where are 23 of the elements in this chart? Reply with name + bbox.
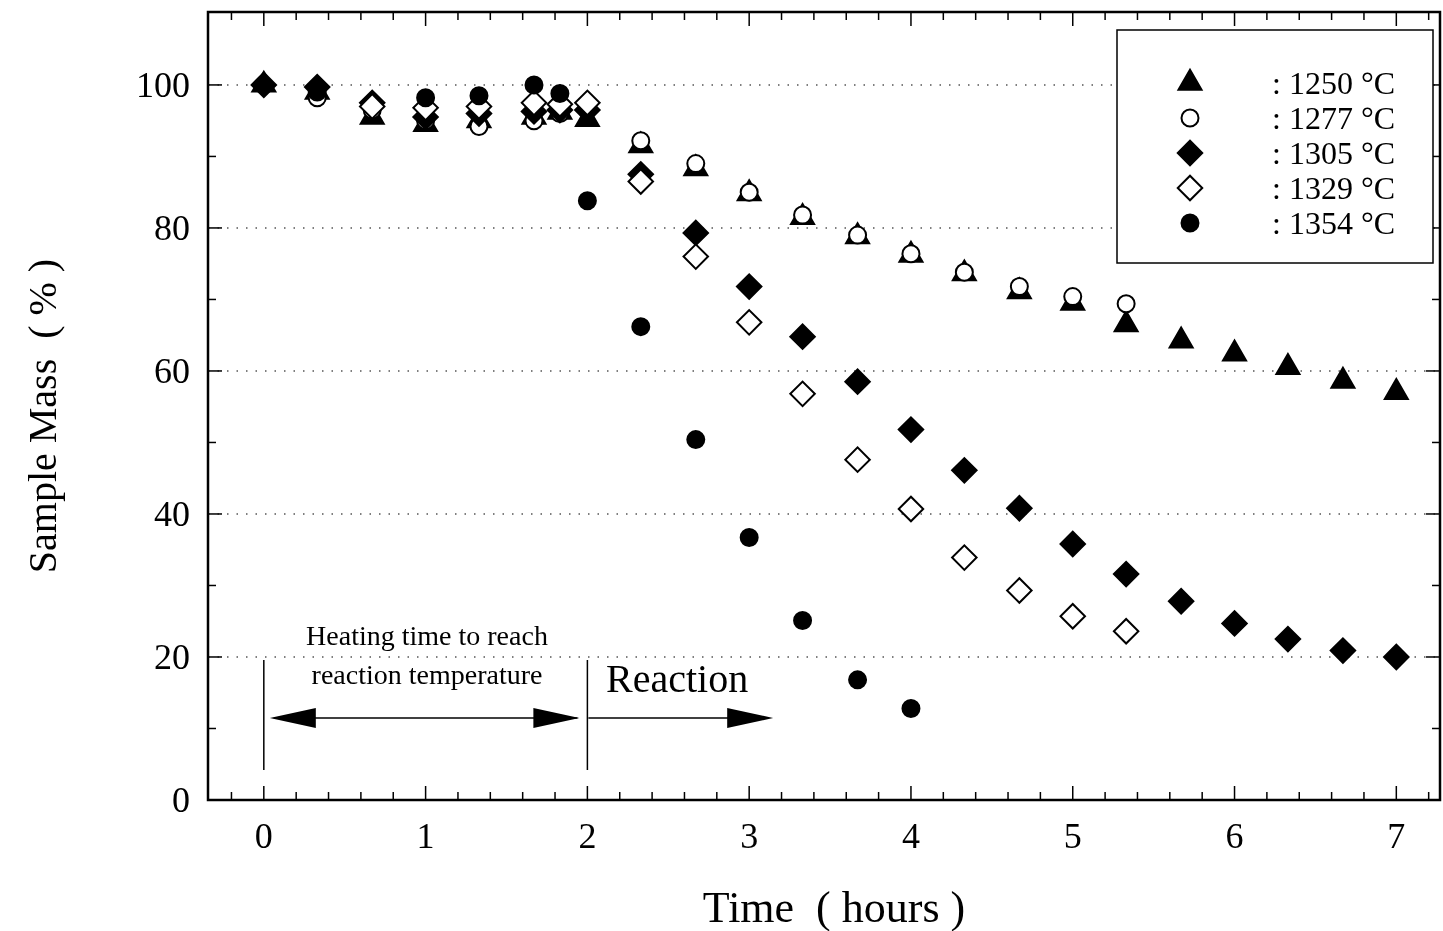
legend-label: : 1250 °C [1272,65,1396,101]
y-tick-label: 80 [154,207,190,248]
y-tick-label: 100 [136,64,190,105]
y-tick-label: 0 [172,780,190,820]
legend-label: : 1277 °C [1272,100,1396,136]
y-axis-title: Sample Mass ( % ) [20,258,65,574]
annotation: Reaction [606,656,749,701]
x-axis-title: Time ( hours ) [702,883,966,931]
x-tick-label: 2 [578,816,597,856]
x-tick-label: 5 [1063,816,1082,856]
x-tick-label: 3 [740,816,759,856]
x-tick-label: 6 [1225,816,1244,856]
x-tick-label: 1 [416,816,435,856]
legend-label: : 1354 °C [1272,205,1396,241]
y-tick-label: 60 [154,350,190,391]
annotation: Heating time to reach reaction temperature [306,620,548,690]
x-tick-label: 7 [1387,816,1406,856]
legend-label: : 1305 °C [1272,135,1396,171]
x-tick-label: 4 [901,816,920,856]
y-tick-label: 20 [154,636,190,677]
x-tick-label: 0 [254,816,273,856]
legend-label: : 1329 °C [1272,170,1396,206]
y-tick-label: 40 [154,493,190,534]
